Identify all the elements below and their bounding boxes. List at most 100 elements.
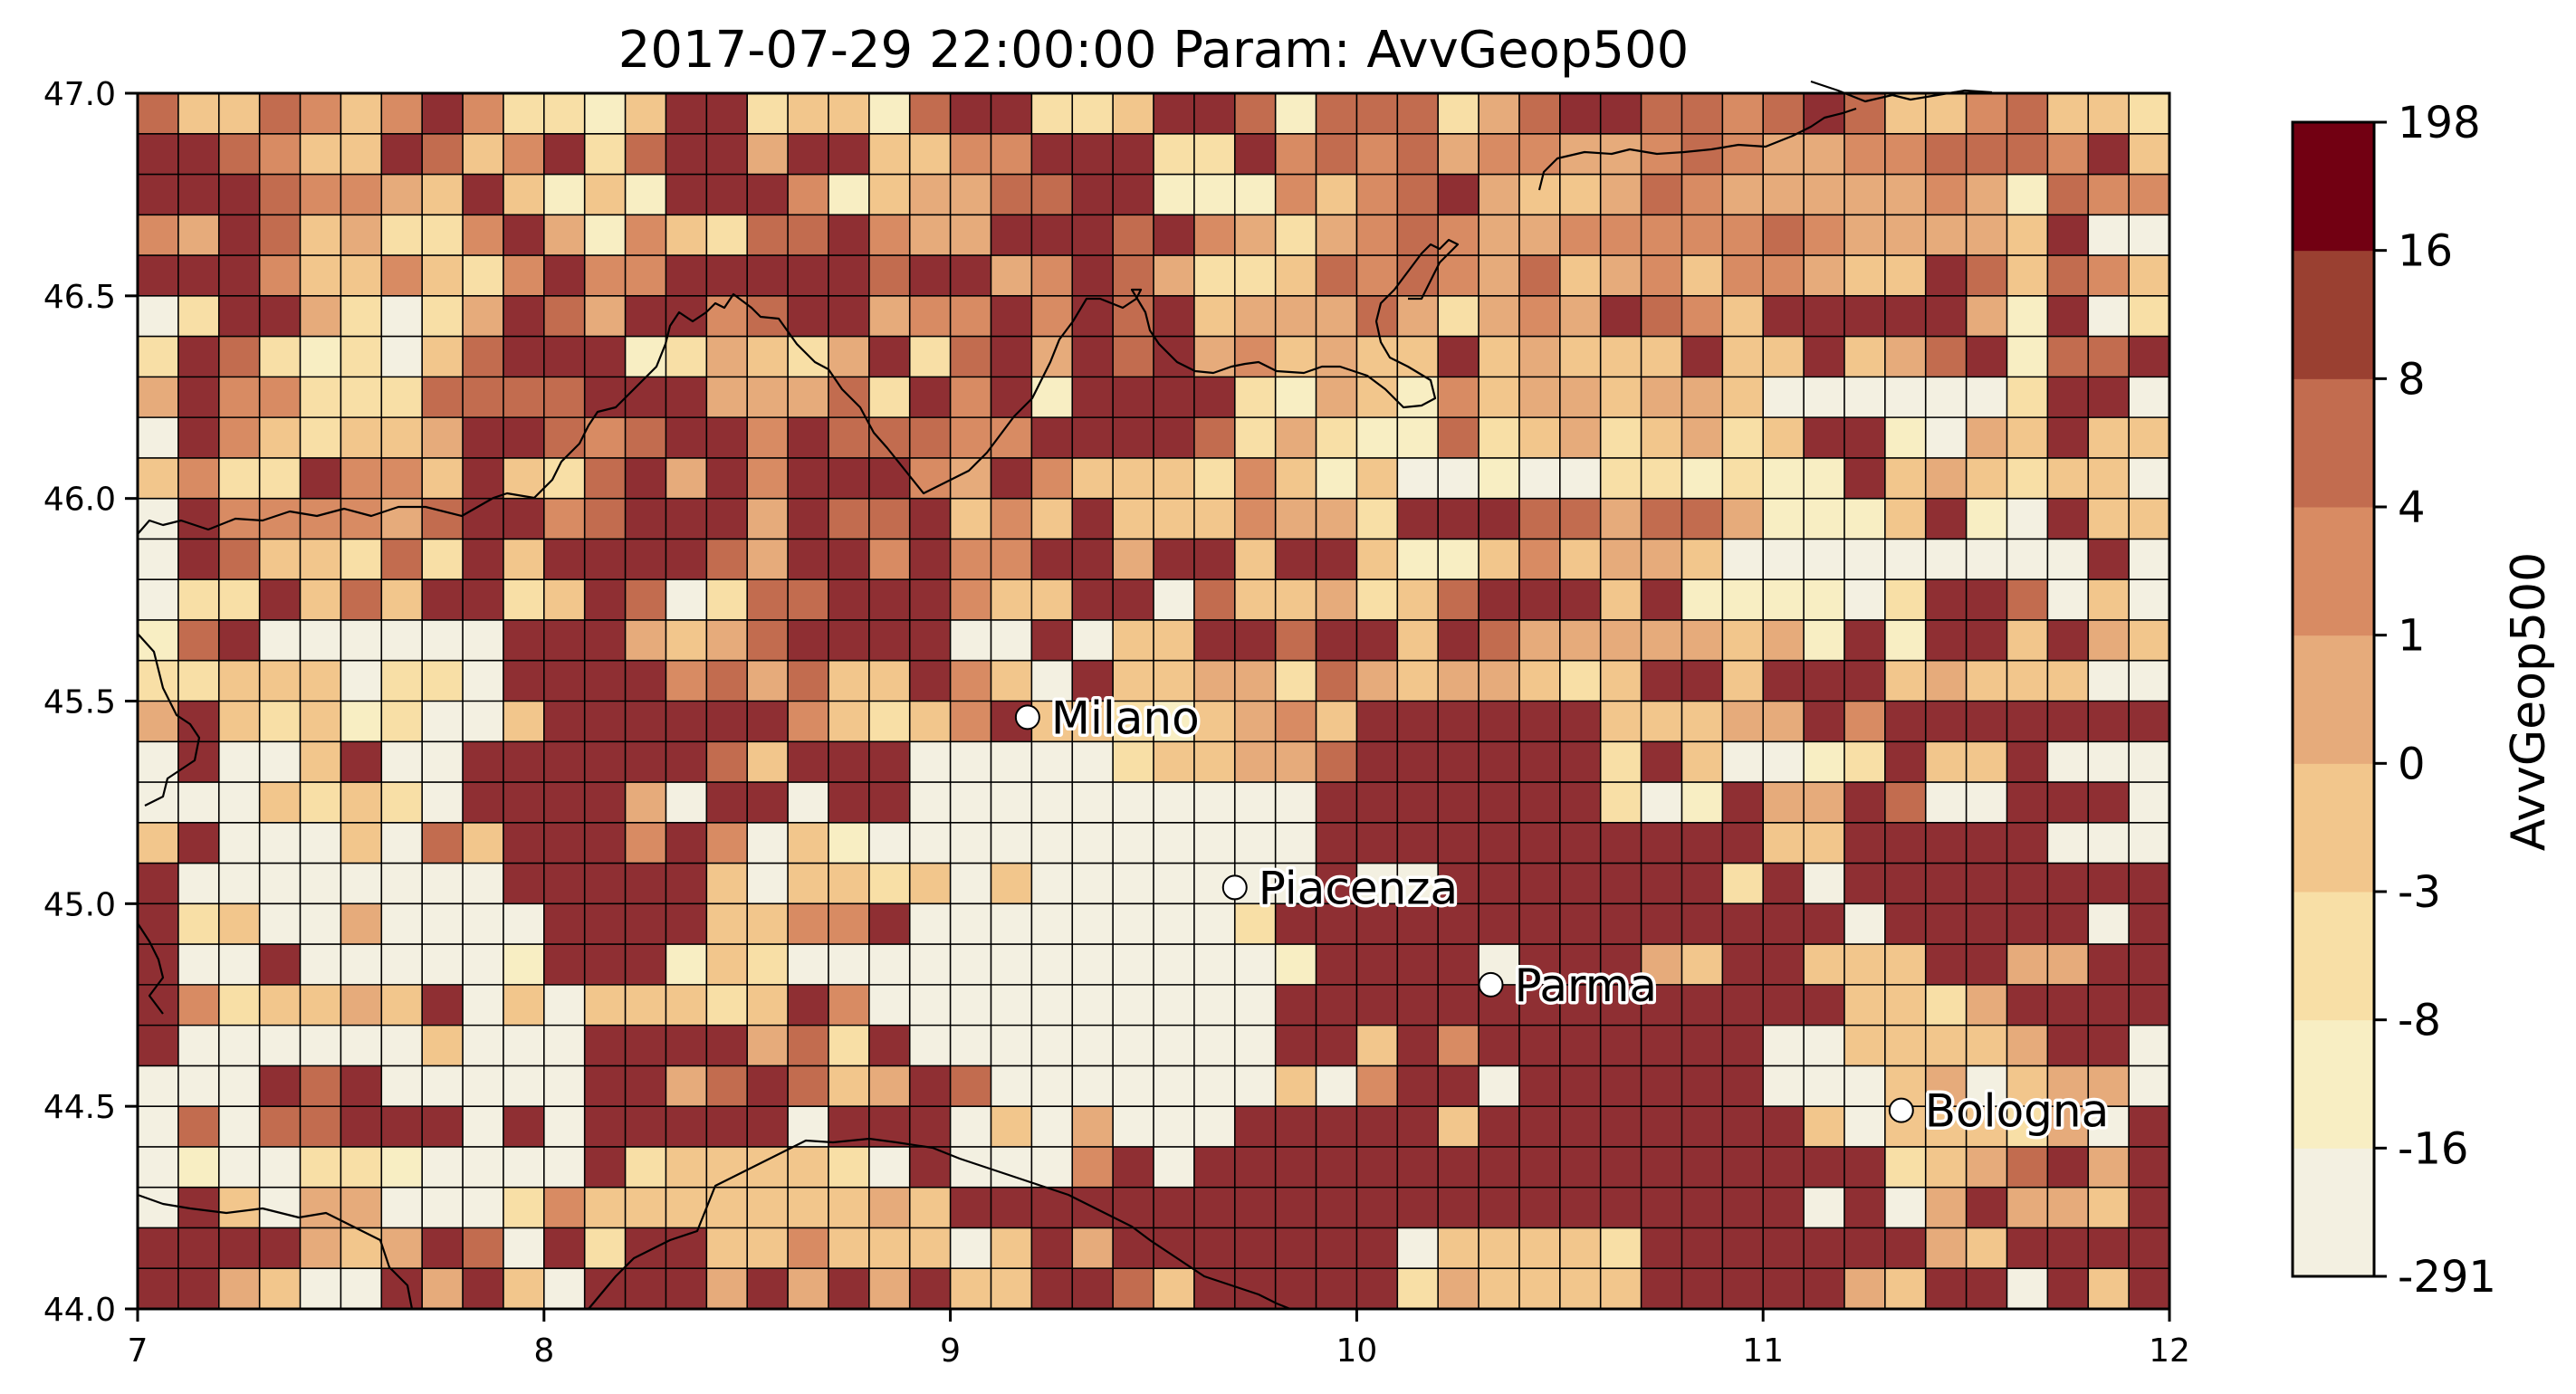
heatmap-cell — [1804, 215, 1845, 256]
heatmap-cell — [1641, 903, 1683, 945]
heatmap-cell — [218, 1146, 261, 1189]
heatmap-cell — [706, 660, 748, 702]
heatmap-cell — [1966, 619, 2008, 662]
heatmap-cell — [1681, 822, 1723, 864]
heatmap-cell — [463, 1227, 504, 1269]
heatmap-cell — [218, 1187, 261, 1229]
heatmap-cell — [543, 1146, 586, 1189]
heatmap-cell — [1884, 984, 1927, 1026]
heatmap-cell — [1641, 863, 1683, 904]
heatmap-cell — [543, 660, 586, 702]
heatmap-cell — [1681, 215, 1723, 256]
heatmap-cell — [1031, 944, 1073, 986]
heatmap-cell — [1193, 457, 1236, 500]
heatmap-cell — [828, 336, 870, 377]
heatmap-cell — [138, 1106, 179, 1148]
heatmap-cell — [1763, 336, 1805, 377]
heatmap-cell — [1559, 1268, 1602, 1310]
heatmap-cell — [300, 944, 341, 986]
heatmap-cell — [788, 660, 829, 702]
heatmap-cell — [259, 944, 302, 986]
heatmap-cell — [666, 1106, 707, 1148]
heatmap-cell — [1479, 295, 1520, 338]
heatmap-cell — [463, 863, 504, 904]
city-label: Piacenza — [1259, 862, 1458, 914]
heatmap-cell — [1193, 215, 1236, 256]
heatmap-cell — [503, 701, 545, 742]
heatmap-cell — [625, 498, 667, 540]
heatmap-cell — [463, 1146, 504, 1189]
heatmap-cell — [177, 579, 220, 621]
heatmap-cell — [1113, 457, 1154, 500]
heatmap-cell — [950, 1065, 992, 1107]
heatmap-cell — [1234, 1146, 1277, 1189]
heatmap-cell — [381, 1106, 423, 1148]
heatmap-cell — [1397, 539, 1439, 580]
heatmap-cell — [1397, 579, 1439, 621]
heatmap-cell — [422, 944, 464, 986]
colorbar-tick-label: 4 — [2398, 482, 2426, 533]
heatmap-cell — [1438, 741, 1480, 783]
heatmap-cell — [340, 336, 382, 377]
heatmap-cell — [1925, 336, 1968, 377]
heatmap-cell — [1600, 377, 1642, 418]
heatmap-cell — [706, 619, 748, 662]
heatmap-cell — [1559, 215, 1602, 256]
heatmap-cell — [625, 984, 667, 1026]
heatmap-cell — [463, 822, 504, 864]
heatmap-cell — [259, 1227, 302, 1269]
heatmap-cell — [1884, 417, 1927, 459]
heatmap-cell — [1113, 619, 1154, 662]
heatmap-cell — [1154, 741, 1195, 783]
x-tick-label: 7 — [128, 1332, 148, 1370]
heatmap-cell — [1681, 1106, 1723, 1148]
heatmap-cell — [1559, 255, 1602, 297]
heatmap-cell — [706, 539, 748, 580]
heatmap-cell — [1681, 417, 1723, 459]
heatmap-cell — [625, 539, 667, 580]
heatmap-cell — [1113, 822, 1154, 864]
heatmap-cell — [1804, 255, 1845, 297]
heatmap-cell — [2129, 174, 2170, 215]
heatmap-cell — [422, 782, 464, 824]
heatmap-cell — [666, 174, 707, 215]
heatmap-cell — [381, 619, 423, 662]
heatmap-cell — [1559, 1106, 1602, 1148]
heatmap-cell — [1072, 701, 1114, 742]
heatmap-cell — [1154, 1227, 1195, 1269]
heatmap-cell — [1722, 133, 1764, 176]
heatmap-cell — [1072, 984, 1114, 1026]
heatmap-cell — [1641, 457, 1683, 500]
heatmap-cell — [1356, 822, 1398, 864]
heatmap-cell — [503, 660, 545, 702]
colorbar-segment — [2293, 892, 2374, 1021]
heatmap-cell — [2047, 133, 2089, 176]
heatmap-cell — [991, 782, 1032, 824]
heatmap-cell — [1275, 1065, 1317, 1107]
heatmap-cell — [381, 295, 423, 338]
heatmap-cell — [422, 457, 464, 500]
heatmap-cell — [1479, 215, 1520, 256]
heatmap-cell — [2047, 1025, 2089, 1066]
heatmap-cell — [1925, 1146, 1968, 1189]
heatmap-cell — [543, 1025, 586, 1066]
heatmap-cell — [1641, 660, 1683, 702]
heatmap-cell — [1518, 1106, 1561, 1148]
heatmap-cell — [1641, 498, 1683, 540]
heatmap-cell — [1804, 1227, 1845, 1269]
heatmap-cell — [1722, 295, 1764, 338]
heatmap-cell — [1316, 215, 1357, 256]
heatmap-cell — [1234, 1025, 1277, 1066]
heatmap-cell — [1763, 255, 1805, 297]
heatmap-cell — [422, 539, 464, 580]
heatmap-cell — [1031, 619, 1073, 662]
heatmap-cell — [1681, 1065, 1723, 1107]
heatmap-cell — [381, 579, 423, 621]
heatmap-cell — [2088, 133, 2130, 176]
heatmap-cell — [300, 903, 341, 945]
heatmap-cell — [909, 741, 952, 783]
heatmap-cell — [259, 984, 302, 1026]
heatmap-cell — [1925, 619, 1968, 662]
heatmap-cell — [1843, 1106, 1886, 1148]
heatmap-cell — [1356, 701, 1398, 742]
